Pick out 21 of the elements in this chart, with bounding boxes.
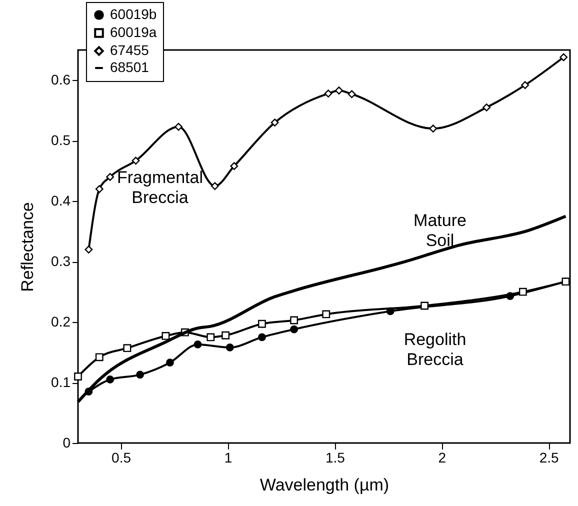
- legend-label: 67455: [110, 42, 150, 58]
- x-tick-label: 1.5: [325, 450, 346, 466]
- annotation: Fragmental Breccia: [117, 168, 203, 207]
- annotation: Mature Soil: [414, 211, 466, 250]
- y-tick-label: 0.2: [51, 314, 71, 330]
- x-tick-label: 0.5: [112, 450, 132, 466]
- y-tick-label: 0: [62, 434, 71, 450]
- legend-label: 68501: [110, 59, 150, 75]
- y-axis-title: Reflectance: [18, 202, 38, 292]
- x-axis-title: Wavelength (µm): [260, 476, 390, 494]
- y-tick-label: 0.3: [51, 253, 71, 270]
- legend-label: 60019a: [110, 24, 157, 40]
- y-tick-label: 0.5: [51, 132, 71, 148]
- y-tick-label: 0.1: [51, 374, 71, 390]
- y-tick-label: 0.6: [51, 72, 71, 88]
- annotation: Regolith Breccia: [404, 330, 466, 369]
- x-tick-label: 2: [438, 450, 446, 466]
- legend-label: 60019b: [110, 6, 157, 22]
- x-tick-label: 2.5: [539, 450, 560, 466]
- y-tick-label: 0.4: [51, 192, 71, 209]
- x-tick-label: 1: [224, 450, 232, 466]
